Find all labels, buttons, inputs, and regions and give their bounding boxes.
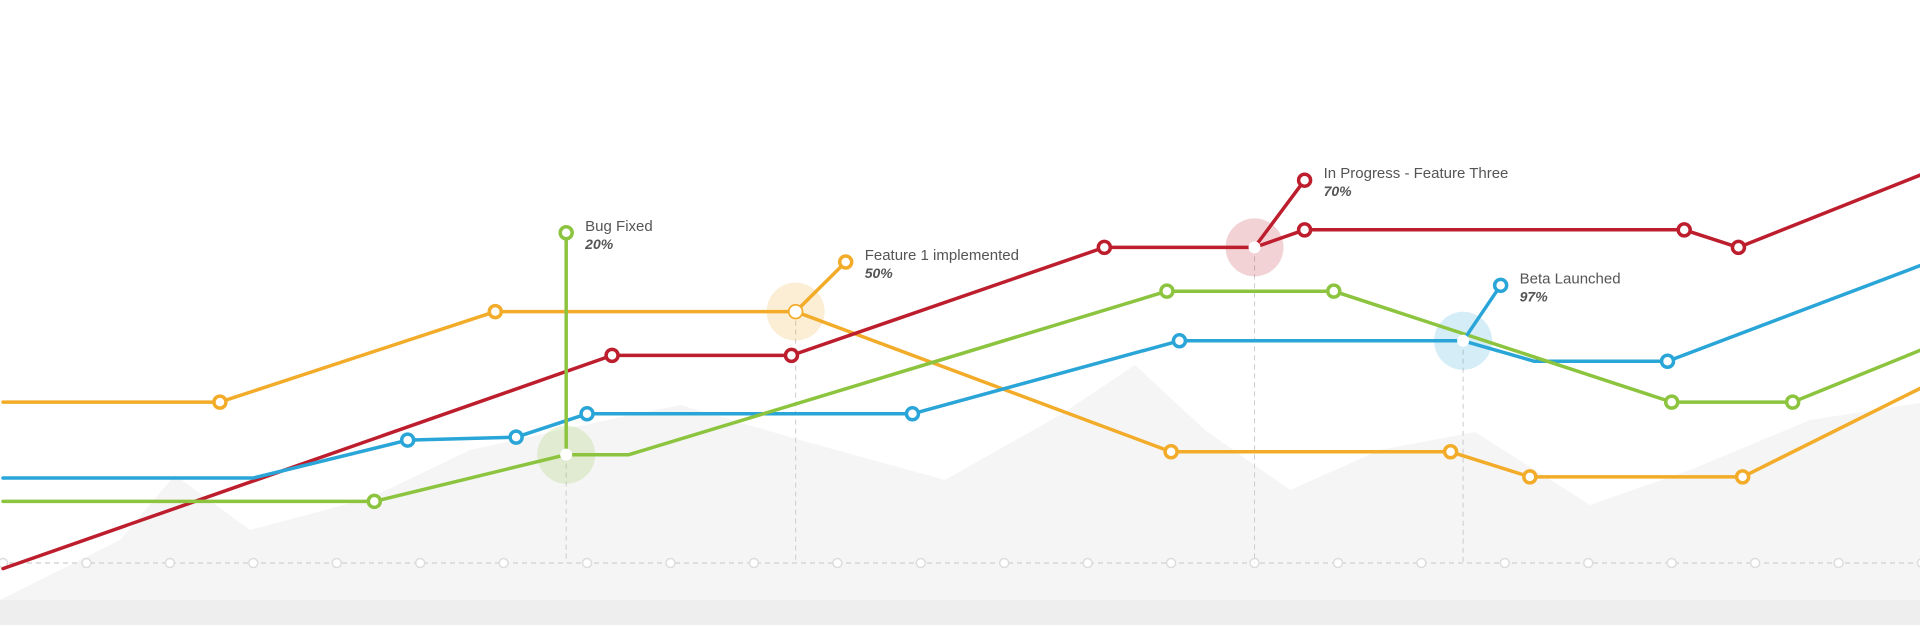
annotation-title: Bug Fixed (585, 218, 653, 235)
series-point (1171, 333, 1188, 349)
series-point (1159, 283, 1175, 299)
series-point (399, 432, 416, 448)
x-tick-marker (1165, 557, 1177, 569)
annotation-value: 50% (865, 265, 894, 281)
series-point (1784, 394, 1801, 410)
x-tick-marker (915, 557, 927, 569)
series-point (1730, 239, 1747, 256)
series-point (1663, 394, 1680, 410)
annotation-tip-point (837, 254, 854, 270)
x-tick-marker (331, 557, 342, 569)
series-point (904, 406, 921, 422)
x-tick-marker (832, 557, 843, 569)
annotation-title: Beta Launched (1520, 270, 1621, 287)
annotation-anchor-point (1248, 241, 1261, 254)
x-tick-marker (248, 557, 259, 569)
series-point (783, 347, 800, 364)
x-tick-marker (1499, 557, 1511, 569)
x-tick-marker (1666, 557, 1677, 569)
x-tick-marker (665, 557, 676, 569)
ground-band (0, 600, 1920, 625)
mountain-silhouette (0, 365, 1920, 600)
annotation-value: 97% (1520, 288, 1549, 304)
series-point (1096, 239, 1113, 256)
series-markers (212, 222, 1801, 510)
annotation-tip-point (558, 225, 574, 241)
series-point (604, 347, 620, 364)
annotation-title: In Progress - Feature Three (1324, 165, 1509, 182)
x-tick-marker (748, 557, 760, 569)
x-tick-marker (1416, 557, 1427, 569)
x-tick-marker (164, 557, 176, 569)
annotation-title: Feature 1 implemented (865, 247, 1019, 264)
annotation-stem (1252, 178, 1307, 250)
series-point (487, 303, 504, 320)
background-layer (0, 365, 1920, 625)
annotation-tip-point (1296, 172, 1313, 188)
series-line (1, 309, 1920, 479)
x-tick-marker (498, 557, 509, 569)
x-tick-marker (1332, 557, 1344, 569)
series-point (1676, 222, 1692, 238)
x-tick-marker (998, 557, 1010, 569)
x-tick-marker (1082, 557, 1093, 569)
annotation-stem (793, 260, 848, 314)
series-point (366, 493, 383, 510)
x-tick-marker (1583, 557, 1594, 569)
series-point (508, 429, 524, 445)
series-point (579, 406, 595, 422)
x-tick-marker (1833, 557, 1844, 569)
series-point (1442, 444, 1459, 460)
series-point (1734, 469, 1751, 485)
x-tick-marker (1916, 558, 1920, 568)
x-tick-marker (81, 557, 92, 569)
annotation-guides (565, 247, 1464, 563)
series-point (1296, 222, 1313, 238)
series-point (1659, 353, 1676, 369)
series-point (212, 394, 228, 410)
series-point (1163, 444, 1179, 460)
x-tick-marker (1749, 557, 1761, 569)
annotation-stem (1461, 283, 1503, 343)
x-tick-marker (414, 557, 426, 569)
x-axis-gridline (0, 557, 1920, 569)
annotation-anchor-point (1457, 334, 1470, 347)
series-point (1326, 283, 1342, 299)
annotation-anchor-point (789, 305, 802, 318)
annotation-value: 70% (1324, 183, 1353, 199)
x-tick-marker (581, 557, 593, 569)
annotation-anchor-point (560, 448, 573, 461)
series-point (1522, 469, 1538, 485)
annotation-value: 20% (584, 236, 614, 252)
annotation-tip-point (1492, 277, 1509, 294)
